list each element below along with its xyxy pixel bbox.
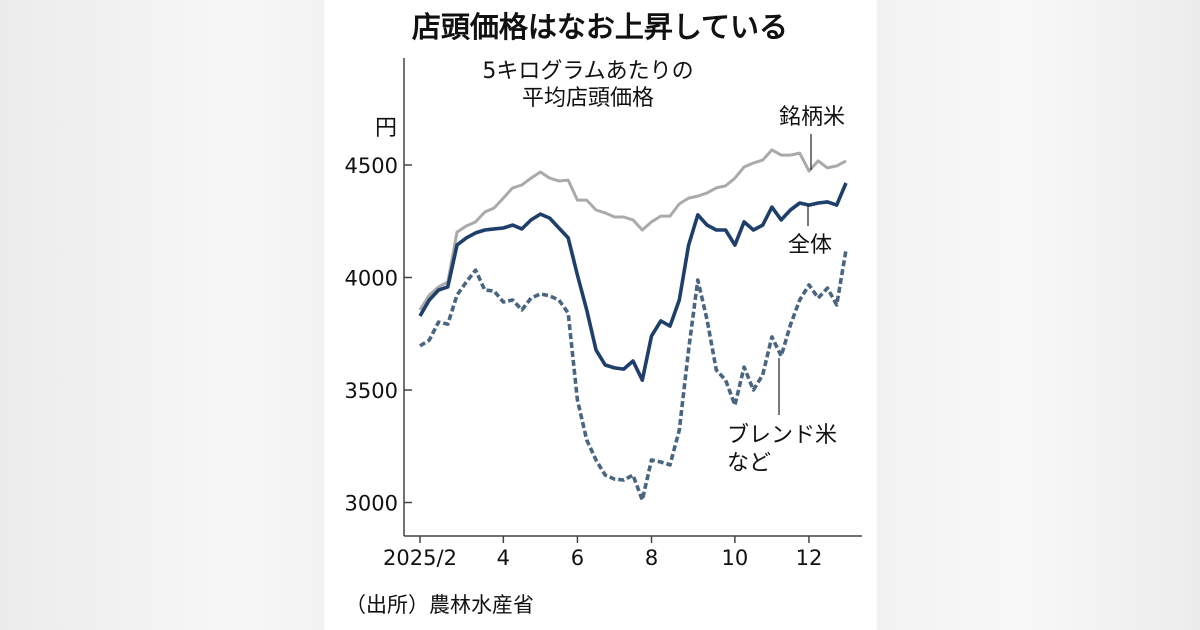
x-tick-label: 2025/2 [383,546,457,570]
y-tick-label: 4000 [345,267,398,291]
chart-title: 店頭価格はなお上昇している [412,10,788,44]
x-tick-label: 6 [571,546,584,570]
x-tick-label: 4 [497,546,510,570]
series-label-blend-rice-line2: など [727,451,771,476]
series-label-brand-rice: 銘柄米 [779,105,845,130]
y-tick-label: 3500 [345,379,398,403]
series-label-overall: 全体 [788,233,832,258]
x-tick-label: 10 [722,546,749,570]
y-tick-label: 4500 [345,154,398,178]
series-label-blend-rice-line1: ブレンド米 [727,423,837,448]
source-note: （出所）農林水産省 [345,593,534,617]
chart-subtitle-line1: 5キログラムあたりの [482,59,693,84]
y-axis-unit: 円 [375,116,397,141]
x-tick-label: 12 [796,546,823,570]
chart-subtitle-line2: 平均店頭価格 [522,86,654,111]
series-line-blend-rice [419,249,848,502]
y-tick-label: 3000 [345,492,398,516]
x-tick-label: 8 [645,546,658,570]
